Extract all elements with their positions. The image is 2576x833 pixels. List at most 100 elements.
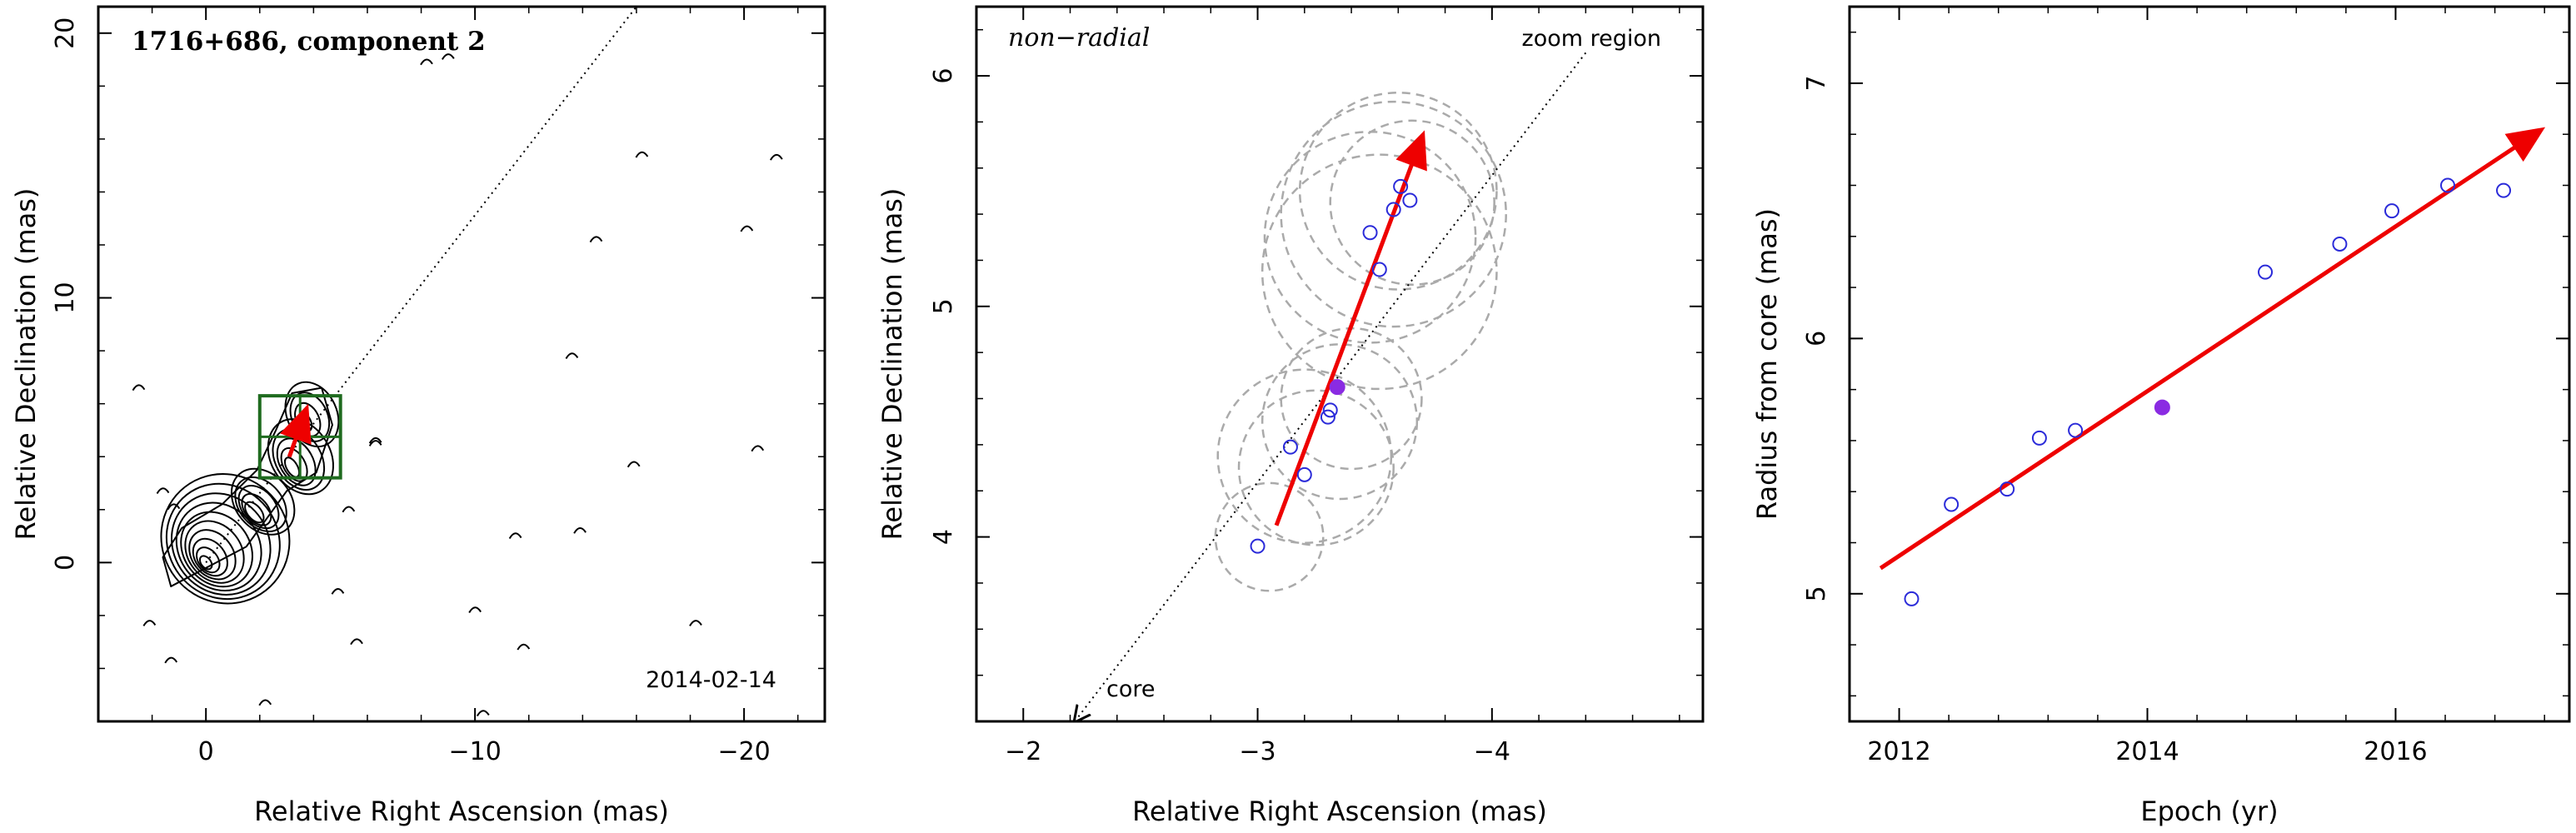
error-circle (1237, 389, 1395, 546)
noise-contour (517, 643, 531, 651)
noise-contour (342, 506, 356, 513)
noise-contour (751, 445, 765, 452)
x-tick-label: 0 (198, 737, 214, 766)
zoom-region-label: zoom region (1522, 26, 1661, 52)
radius-point (2440, 177, 2456, 193)
contour-level (160, 473, 291, 605)
x-tick-label: 2016 (2364, 737, 2427, 766)
noise-contour (770, 153, 783, 161)
noise-contour (468, 606, 482, 614)
panel2-frame (975, 5, 1705, 723)
noise-contour (441, 53, 455, 60)
position-point (1282, 439, 1298, 455)
motion-vector-arrow (1274, 130, 1427, 526)
noise-contour (132, 384, 146, 392)
radius-point (2068, 422, 2084, 438)
x-tick-label: −4 (1474, 737, 1510, 766)
contour-level (192, 537, 228, 577)
panel3-ylabel: Radius from core (mas) (1751, 208, 1783, 520)
noise-contour (368, 436, 382, 444)
panel1-date: 2014-02-14 (646, 667, 776, 693)
panel-radius-vs-epoch: 2012 2014 2016 5 6 7 Epoch (yr) Radius from c… (1751, 5, 2571, 827)
panel-contour-map: 0 −10 −20 0 10 20 1716+686, component 2 2014-… (10, 5, 826, 827)
position-point (1322, 402, 1338, 418)
panel3-frame (1848, 5, 2571, 723)
contour-level (244, 501, 265, 524)
panel2-xlabel: Relative Right Ascension (mas) (1132, 796, 1547, 827)
panel2-title: non−radial (1008, 23, 1150, 52)
x-tick-label: 2014 (2115, 737, 2179, 766)
error-circle (1216, 368, 1393, 545)
position-point (1385, 202, 1401, 217)
y-tick-label: 6 (1802, 331, 1831, 347)
radius-point (2384, 203, 2399, 219)
radius-point (2496, 182, 2512, 198)
contour-level (196, 546, 221, 574)
error-circle (1298, 92, 1498, 291)
error-circle (1280, 100, 1507, 328)
noise-contour (331, 588, 345, 595)
position-point (1296, 466, 1312, 482)
noise-contour (167, 503, 181, 511)
radius-point (1904, 591, 1920, 606)
fit-line-arrow (1879, 127, 2546, 571)
noise-contour (368, 440, 382, 446)
error-circle (1329, 119, 1495, 286)
panel1-title: 1716+686, component 2 (132, 27, 486, 57)
contour-level (188, 529, 237, 581)
contour-envelope (162, 387, 333, 587)
position-point (1402, 192, 1418, 208)
y-tick-label: 20 (51, 17, 80, 49)
panel1-ylabel: Relative Declination (mas) (10, 188, 42, 541)
position-point (1320, 409, 1335, 425)
contour-level (241, 492, 272, 526)
noise-contour (740, 225, 754, 232)
contour-level (198, 555, 213, 571)
y-tick-label: 0 (51, 555, 80, 571)
error-circle (1261, 343, 1419, 501)
position-point (1362, 225, 1378, 241)
noise-contour (508, 532, 522, 540)
panel-zoom-region: −2 −3 −4 4 5 6 non−radial zoom region core Re… (876, 5, 1705, 827)
radius-point (2332, 236, 2348, 252)
contour-level (234, 476, 287, 532)
noise-contour (258, 699, 272, 706)
highlight-point (1329, 379, 1345, 396)
x-tick-label: −10 (448, 737, 501, 766)
y-tick-label: 6 (929, 67, 958, 83)
highlight-point (2154, 399, 2170, 416)
contour-level (180, 511, 253, 588)
contour-level (165, 482, 281, 601)
panel1-xlabel: Relative Right Ascension (mas) (254, 796, 669, 827)
noise-contour (350, 638, 363, 646)
motion-vector-arrow (280, 403, 312, 458)
radius-point (2258, 264, 2274, 280)
panel2-ylabel: Relative Declination (mas) (876, 188, 908, 541)
noise-contour (635, 151, 649, 158)
core-label: core (1106, 676, 1155, 702)
noise-contour (142, 620, 157, 626)
x-tick-label: −20 (717, 737, 770, 766)
noise-contour (627, 461, 641, 468)
position-point (1371, 262, 1387, 277)
contour-level (170, 492, 272, 596)
noise-contour (565, 352, 579, 359)
position-point (1250, 538, 1266, 554)
y-tick-label: 5 (1802, 586, 1831, 601)
y-tick-label: 7 (1802, 75, 1831, 91)
noise-contour (689, 620, 702, 626)
error-circle (1261, 153, 1498, 391)
panel3-xlabel: Epoch (yr) (2140, 796, 2278, 827)
radius-point (2031, 430, 2047, 446)
x-tick-label: 2012 (1867, 737, 1930, 766)
radius-point (1944, 496, 1959, 512)
x-tick-label: −3 (1239, 737, 1276, 766)
contour-level (230, 467, 296, 536)
noise-contour (589, 236, 603, 243)
noise-contour (156, 487, 170, 495)
noise-contour (420, 58, 433, 66)
noise-contour (573, 526, 587, 534)
contour-level (237, 485, 280, 530)
contour-level (184, 520, 245, 584)
